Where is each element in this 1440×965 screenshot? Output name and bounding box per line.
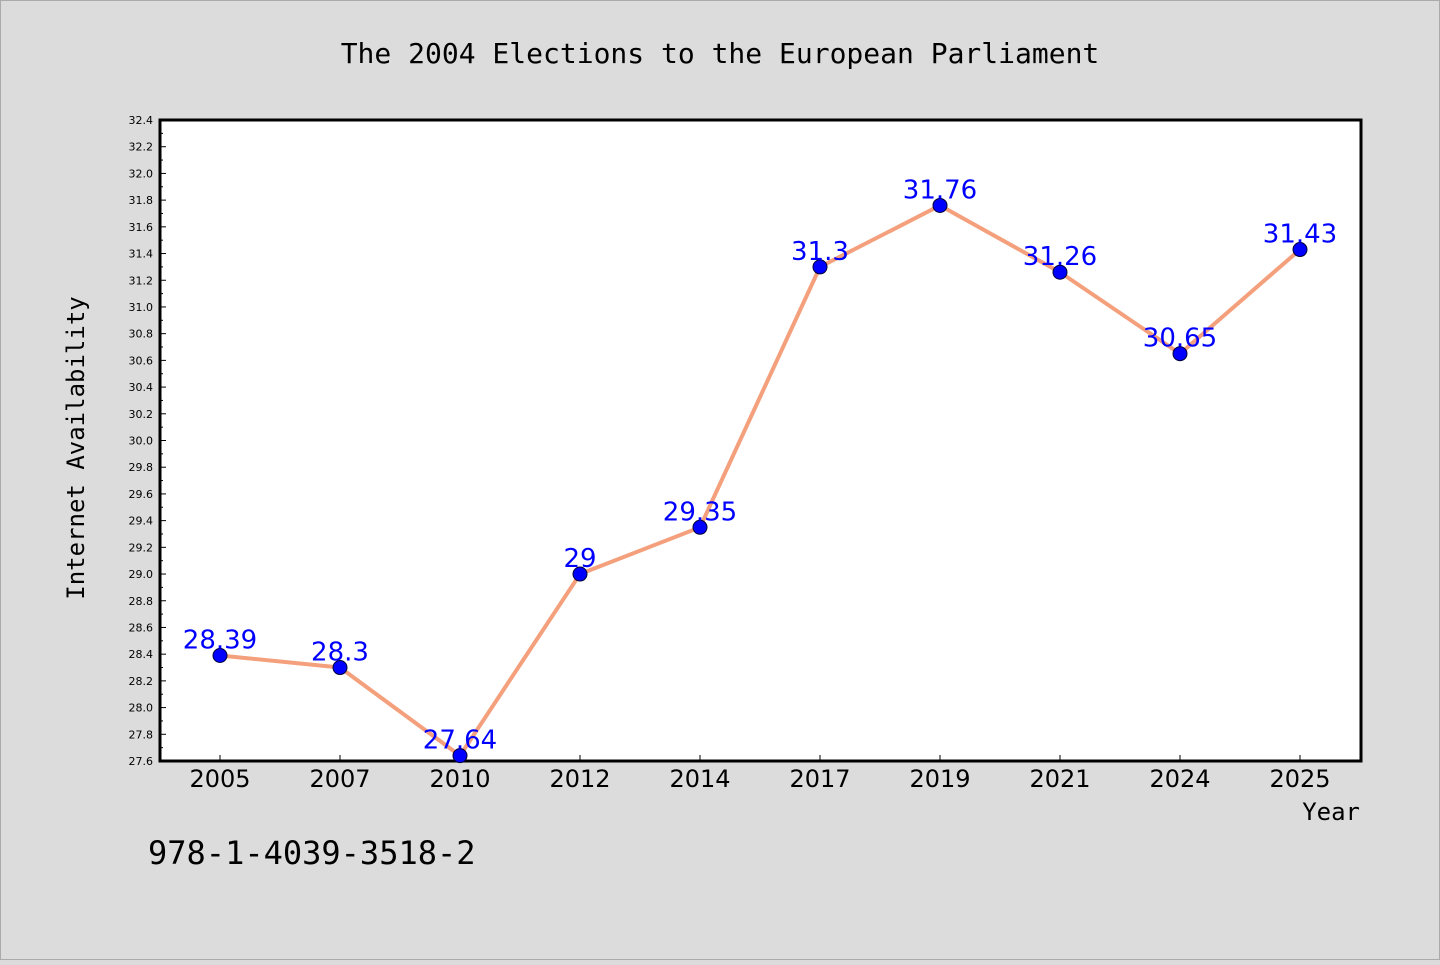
data-value-label: 27.64 xyxy=(423,726,497,756)
y-tick-label: 29.8 xyxy=(129,461,154,474)
x-tick-label: 2025 xyxy=(1269,765,1330,793)
data-value-label: 29.35 xyxy=(663,497,737,527)
x-axis: 2005 2007 2010 2012 2014 2017 2019 2021 2024 2025 xyxy=(189,755,1331,793)
data-value-label: 31.43 xyxy=(1263,220,1337,250)
x-tick-label: 2012 xyxy=(549,765,610,793)
x-tick-label: 2014 xyxy=(669,765,730,793)
x-tick-label: 2017 xyxy=(789,765,850,793)
y-tick-label: 30.4 xyxy=(129,381,154,394)
y-tick-label: 30.2 xyxy=(129,408,154,421)
data-point-marker xyxy=(1292,242,1308,258)
y-tick-label: 28.4 xyxy=(129,648,154,661)
y-tick-label: 30.0 xyxy=(129,435,154,448)
data-point-marker xyxy=(692,519,708,535)
y-tick-label: 27.8 xyxy=(129,728,154,741)
data-point-marker xyxy=(1172,346,1188,362)
data-value-label: 29 xyxy=(563,544,596,574)
data-point-marker xyxy=(452,748,468,764)
x-axis-label: Year xyxy=(1302,798,1360,826)
y-tick-label: 30.8 xyxy=(129,328,154,341)
data-value-label: 28.3 xyxy=(311,638,369,668)
y-tick-label: 28.6 xyxy=(129,621,154,634)
x-tick-label: 2005 xyxy=(189,765,250,793)
data-point-marker xyxy=(212,648,228,664)
y-tick-label: 31.2 xyxy=(129,274,154,287)
x-tick-label: 2024 xyxy=(1149,765,1210,793)
data-point-marker xyxy=(332,660,348,676)
x-tick-label: 2021 xyxy=(1029,765,1090,793)
data-value-label: 30.65 xyxy=(1143,324,1217,354)
y-tick-label: 28.2 xyxy=(129,675,154,688)
plot-area xyxy=(158,118,1363,763)
series-line-group xyxy=(212,197,1308,764)
y-tick-label: 27.6 xyxy=(129,755,154,768)
data-value-label: 31.3 xyxy=(791,237,849,267)
data-point-marker xyxy=(812,259,828,275)
y-tick-label: 31.6 xyxy=(129,221,154,234)
x-tick-label: 2007 xyxy=(309,765,370,793)
y-tick-label: 31.0 xyxy=(129,301,154,314)
y-axis-label: Internet Availability xyxy=(62,296,90,599)
data-point-marker xyxy=(932,197,948,213)
data-point-marker xyxy=(1052,264,1068,280)
y-tick-label: 29.2 xyxy=(129,541,154,554)
y-tick-label: 32.0 xyxy=(129,167,154,180)
y-tick-label: 30.6 xyxy=(129,354,154,367)
data-value-label: 28.39 xyxy=(183,626,257,656)
y-tick-label: 32.2 xyxy=(129,141,154,154)
footnote-isbn: 978-1-4039-3518-2 xyxy=(148,834,476,872)
y-tick-label: 29.6 xyxy=(129,488,154,501)
y-tick-label: 31.4 xyxy=(129,248,154,261)
y-tick-label: 28.0 xyxy=(129,702,154,715)
data-labels: 28.39 28.3 27.64 29 29.35 31.3 31.76 31.26 30.65… xyxy=(183,175,1337,755)
y-tick-label: 29.0 xyxy=(129,568,154,581)
y-tick-label: 28.8 xyxy=(129,595,154,608)
y-tick-label: 29.4 xyxy=(129,515,154,528)
y-tick-label: 31.8 xyxy=(129,194,154,207)
series-line xyxy=(219,203,1302,758)
y-axis: 27.6 27.8 28.0 28.2 28.4 28.6 28.8 29.0 29.2 29.4… xyxy=(129,114,166,768)
y-tick-label: 32.4 xyxy=(129,114,154,127)
data-value-label: 31.26 xyxy=(1023,242,1097,272)
x-tick-label: 2019 xyxy=(909,765,970,793)
data-point-marker xyxy=(572,566,588,582)
chart-title: The 2004 Elections to the European Parli… xyxy=(341,37,1100,70)
data-value-label: 31.76 xyxy=(903,175,977,205)
x-tick-label: 2010 xyxy=(429,765,490,793)
